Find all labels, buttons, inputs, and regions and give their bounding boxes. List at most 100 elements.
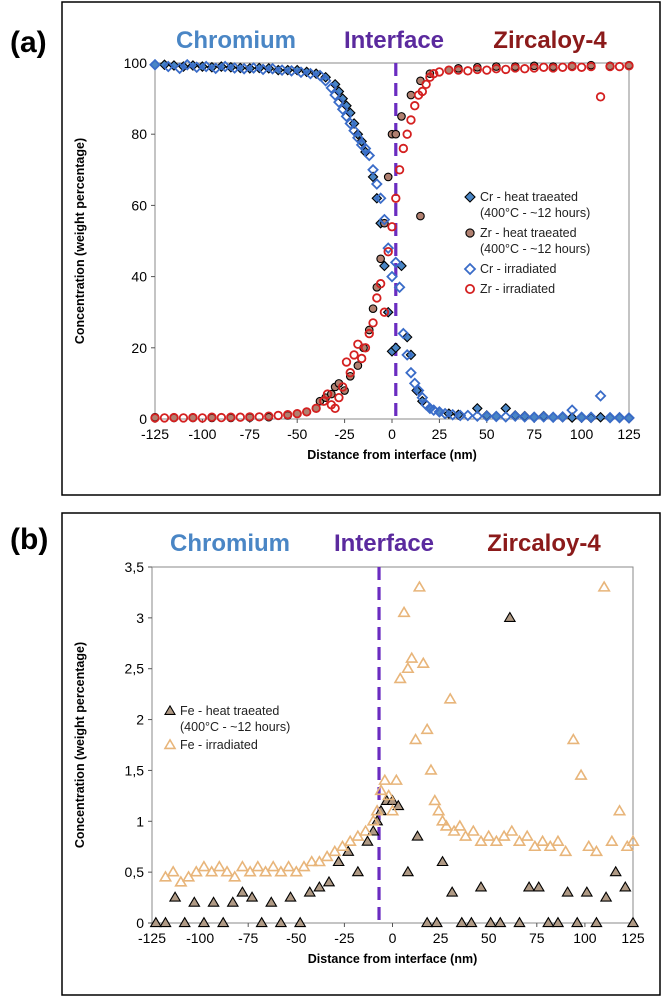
data-point: [207, 896, 220, 907]
data-point: [482, 829, 496, 841]
data-point: [311, 403, 321, 413]
data-point: [341, 357, 352, 367]
data-point: [412, 384, 425, 397]
panel-a: (a) Chromium Interface Zircaloy-4 -125 -100 -7…: [0, 0, 664, 497]
data-point: [401, 661, 415, 674]
data-point: [173, 62, 186, 75]
data-point: [348, 124, 360, 137]
data-point: [374, 192, 387, 205]
data-point: [397, 605, 411, 618]
data-point: [443, 692, 457, 704]
data-point: [149, 58, 161, 71]
series-2: [149, 58, 635, 424]
data-point: [159, 413, 170, 423]
data-point: [351, 131, 364, 144]
data-point: [236, 886, 249, 897]
chart-b: (b) Chromium Interface Zircaloy-4 -125 -100 -7…: [10, 512, 661, 996]
data-point: [542, 916, 555, 928]
data-point: [212, 860, 226, 872]
data-point: [313, 881, 326, 892]
data-point: [338, 382, 348, 392]
region-label-zircaloy-4: Zircaloy-4: [487, 530, 601, 557]
legend-entry: Cr - heat traeated: [480, 190, 578, 204]
y-tick-label: 0: [136, 915, 144, 931]
data-point: [393, 672, 407, 684]
data-point: [284, 891, 297, 902]
data-point: [401, 349, 414, 361]
data-point: [590, 916, 603, 928]
data-point: [453, 819, 467, 831]
data-point: [571, 916, 584, 928]
x-tick-label: -100: [188, 426, 216, 442]
data-point: [547, 411, 559, 423]
data-point: [303, 886, 316, 897]
data-point: [408, 733, 423, 745]
data-point: [416, 391, 429, 404]
data-point: [484, 916, 497, 928]
data-point: [367, 171, 379, 183]
data-point: [274, 916, 288, 928]
data-point: [245, 891, 259, 902]
series-1: [158, 580, 640, 887]
data-point: [424, 763, 438, 775]
data-point: [190, 61, 203, 74]
x-tick-label: 100: [570, 426, 594, 442]
data-point: [605, 834, 619, 846]
data-point: [417, 86, 428, 97]
data-point: [408, 377, 421, 390]
y-tick-label: 3: [136, 610, 144, 626]
data-point: [595, 411, 606, 423]
data-point: [228, 870, 242, 882]
data-point: [547, 411, 560, 424]
data-point: [228, 62, 241, 74]
data-point: [149, 59, 161, 71]
data-point: [574, 768, 588, 780]
legend-entry-detail: (400°C - ~12 hours): [480, 206, 590, 220]
data-point: [282, 860, 296, 872]
legend-entry: Fe - heat traeated: [180, 704, 279, 718]
data-point: [446, 408, 459, 421]
data-point: [238, 62, 250, 75]
data-point: [420, 916, 434, 928]
data-point: [304, 67, 317, 80]
data-point: [266, 62, 279, 75]
data-point: [393, 281, 406, 294]
data-point: [466, 824, 480, 836]
data-point: [453, 65, 464, 75]
data-point: [370, 178, 383, 190]
data-point: [595, 92, 606, 102]
data-point: [491, 64, 501, 74]
data-point: [251, 860, 265, 872]
data-point: [471, 410, 484, 423]
data-point: [333, 96, 345, 109]
data-point: [366, 814, 380, 826]
data-point: [392, 799, 405, 811]
data-point: [264, 411, 274, 421]
data-point: [169, 412, 179, 423]
chart-a: (a) Chromium Interface Zircaloy-4 -125 -100 -7…: [10, 1, 661, 496]
data-point: [226, 896, 239, 907]
data-point: [430, 916, 443, 928]
data-point: [520, 64, 530, 74]
data-point: [332, 855, 345, 867]
data-point: [356, 353, 367, 364]
x-tick-label: 50: [479, 426, 495, 442]
data-point: [149, 916, 163, 928]
data-point: [416, 211, 425, 221]
data-point: [322, 875, 336, 887]
data-point: [200, 60, 213, 73]
data-point: [561, 886, 574, 897]
data-point: [266, 860, 280, 872]
data-point: [207, 412, 217, 422]
data-point: [302, 407, 312, 417]
data-point: [255, 916, 268, 928]
data-point: [463, 66, 473, 76]
data-point: [150, 413, 160, 423]
data-point: [293, 916, 307, 928]
data-point: [401, 331, 413, 343]
data-point: [368, 304, 378, 313]
data-point: [416, 656, 430, 668]
panel-label: (a): [10, 26, 47, 59]
data-point: [566, 733, 580, 745]
data-point: [499, 410, 512, 423]
